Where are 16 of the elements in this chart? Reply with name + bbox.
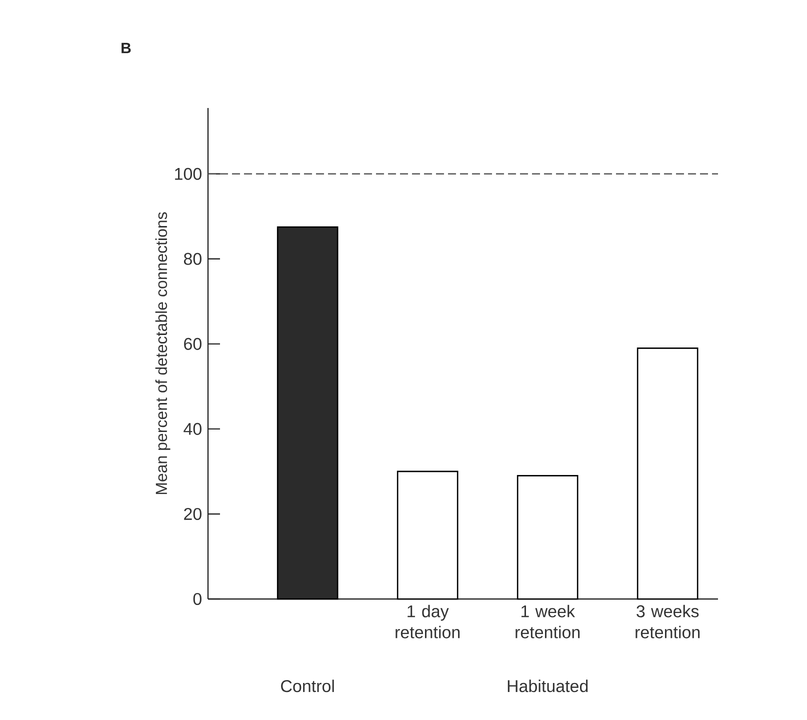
x-tick-label: 3 weeks retention [636,604,700,638]
y-tick-label: 20 [184,508,202,520]
text: B [122,42,131,54]
bar [516,475,578,600]
bar [396,470,458,600]
bar [636,348,698,600]
x-tick-label: 1 day retention [396,604,460,638]
text: Habituated [508,680,588,692]
y-tick-label: 100 [175,168,202,180]
y-tick-label: 80 [184,252,202,265]
y-tick-label: 60 [184,338,202,350]
y-axis-title: Mean percent of detectable connections [155,212,170,494]
y-tick-label: 40 [184,422,202,435]
text: Control [281,680,334,692]
y-tick-label: 0 [193,592,202,606]
x-tick-label: 1 week retention [516,604,580,638]
